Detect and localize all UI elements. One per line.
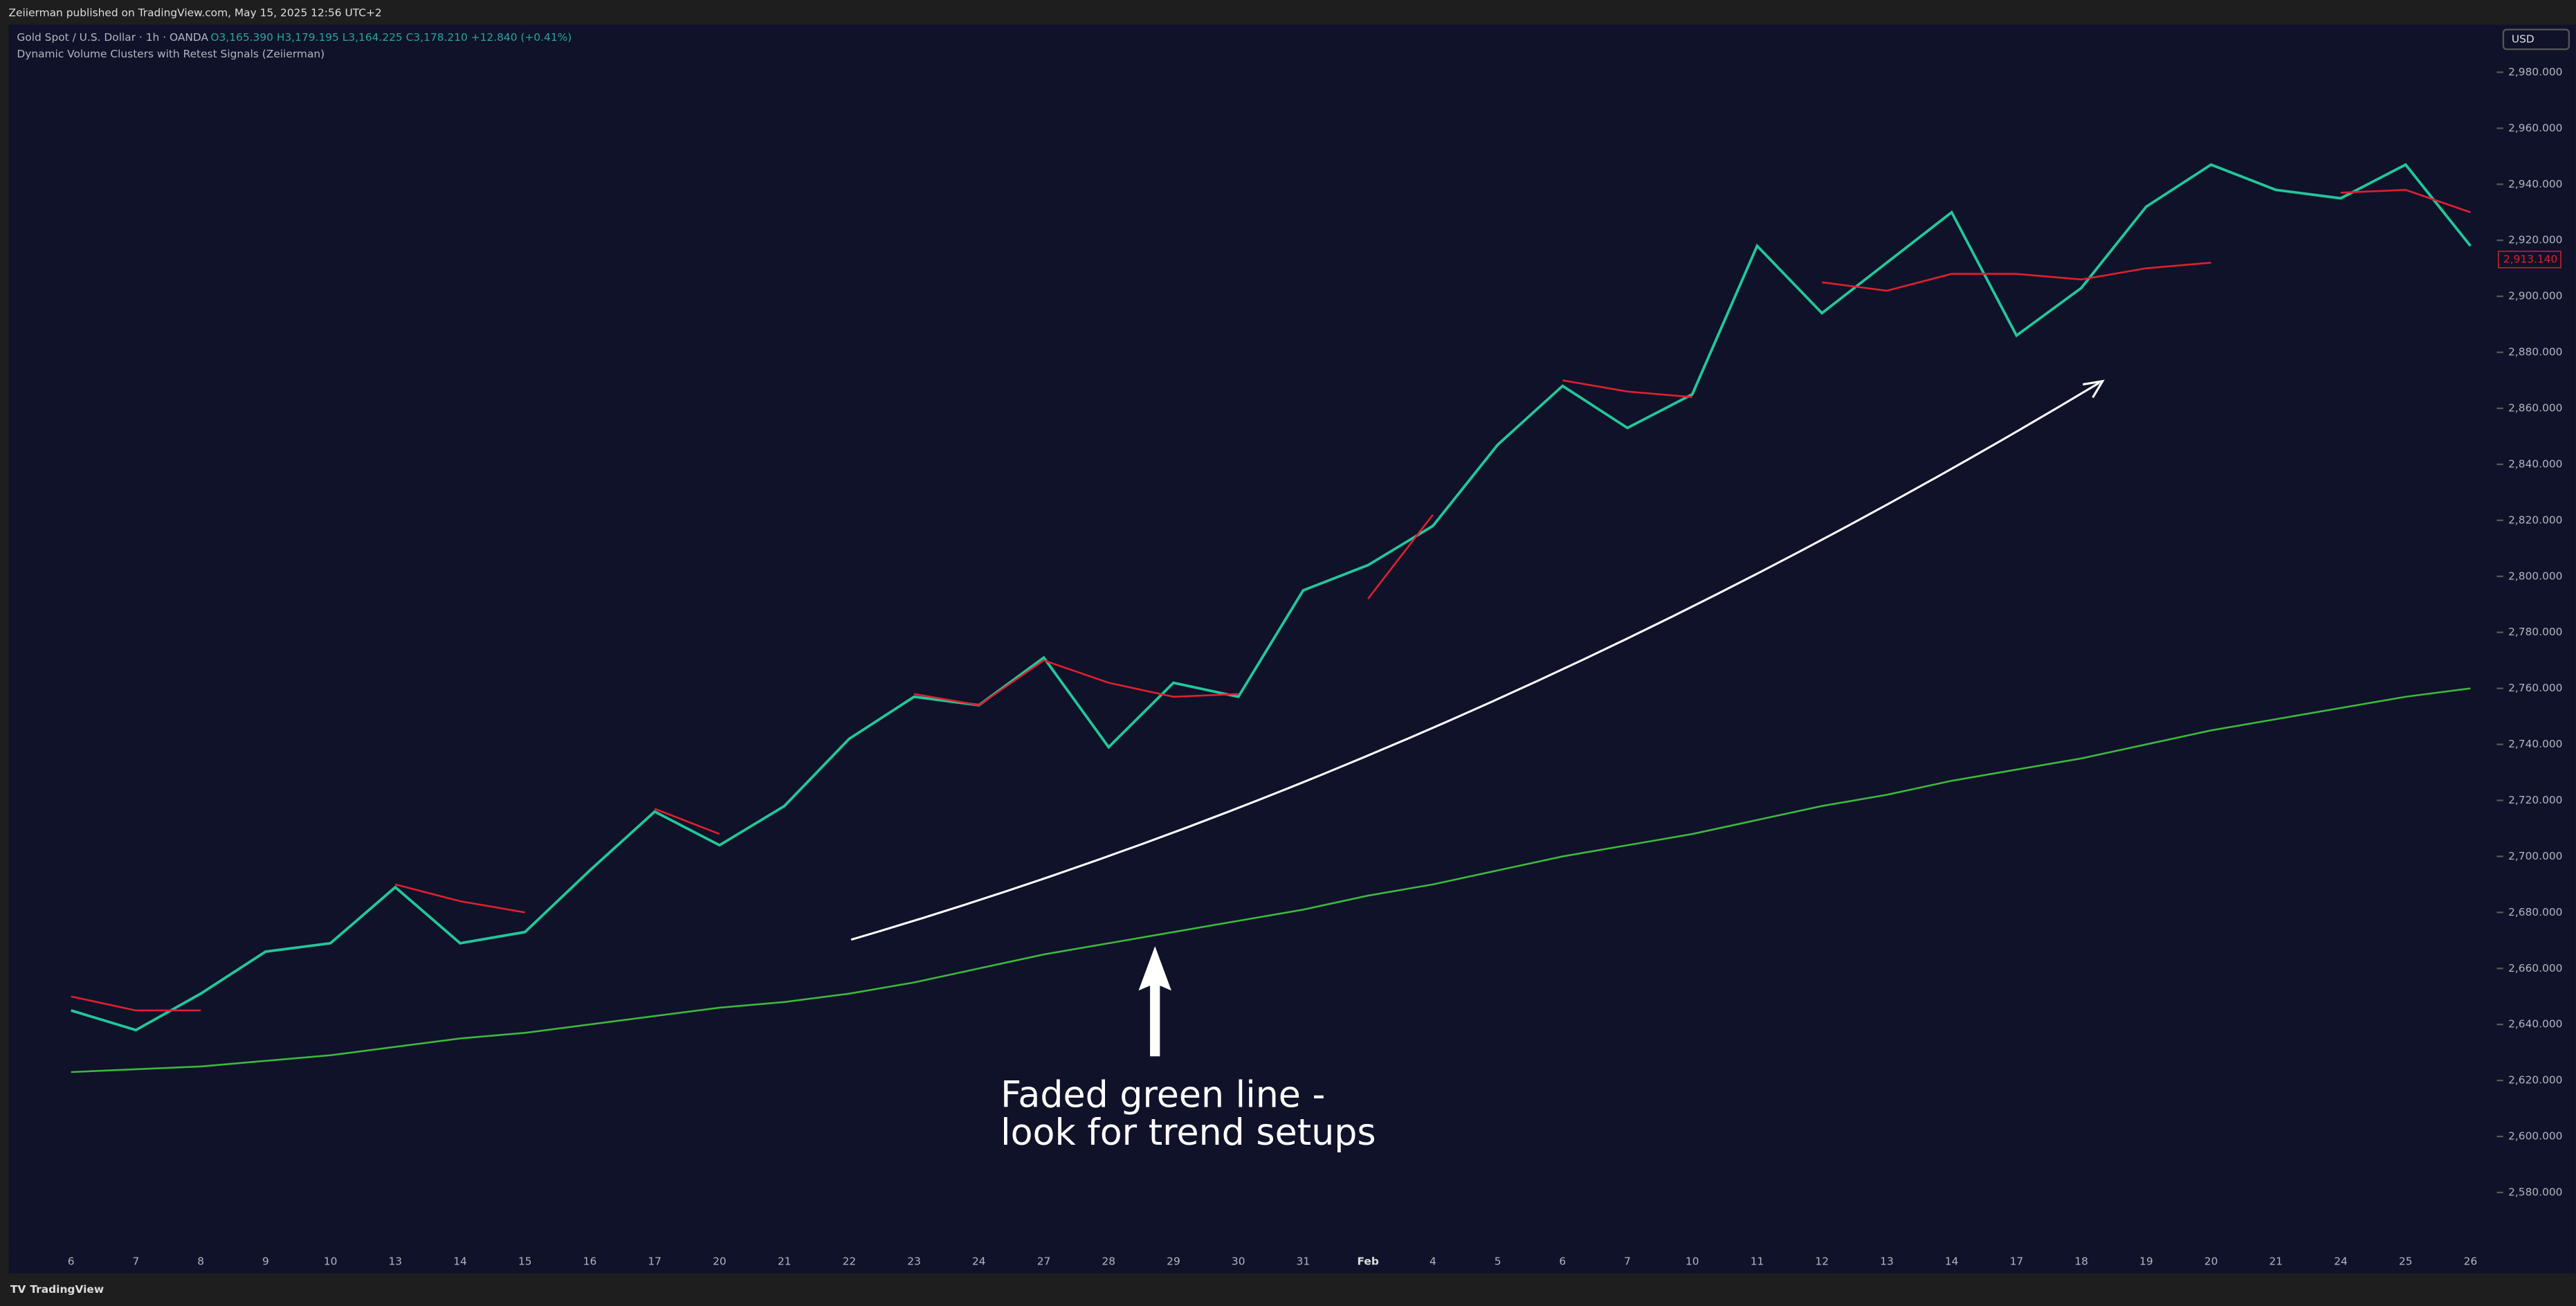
currency-box [2502,28,2570,51]
x-tick-label: 17 [2010,1255,2024,1267]
x-tick-label: 17 [648,1255,661,1267]
y-tick-label: 2,600.000 [2508,1130,2562,1143]
x-tick-label: 8 [197,1255,204,1267]
x-tick-label: 22 [843,1255,857,1267]
trend-arrow [850,381,2100,941]
x-tick-label: 24 [972,1255,986,1267]
x-tick-label: 7 [1624,1255,1631,1267]
y-tick-label: 2,900.000 [2508,290,2562,302]
annotation: look for trend setups [1001,1112,1376,1154]
x-tick-label: 16 [583,1255,597,1267]
price-axis [2496,24,2576,1249]
x-tick-label: 23 [907,1255,921,1267]
x-tick-label: 14 [453,1255,467,1267]
chart: 2,580.000 2,600.000 2,620.000 2,640.000 2,66… [68,66,2563,1268]
brand: TradingView [30,1283,104,1296]
x-tick-label: 28 [1102,1255,1115,1267]
x-tick-label: 20 [2204,1255,2218,1267]
y-tick-label: 2,700.000 [2508,850,2562,862]
annotation: Faded green line - [1001,1075,1325,1116]
y-tick-label: 2,920.000 [2508,234,2562,246]
y-tick-label: 2,820.000 [2508,514,2562,526]
x-tick-label: 9 [262,1255,269,1267]
x-tick-label: 26 [2464,1255,2478,1267]
plot-area [8,24,2497,1249]
x-tick-label: Feb [1357,1255,1378,1267]
up-arrow [1138,946,1171,1057]
x-tick-label: 7 [132,1255,139,1267]
x-tick-label: 18 [2074,1255,2088,1267]
x-tick-label: 15 [518,1255,532,1267]
x-tick-label: 21 [2269,1255,2283,1267]
y-tick-label: 2,800.000 [2508,570,2562,582]
y-tick-label: 2,780.000 [2508,626,2562,638]
x-tick-label: 29 [1167,1255,1180,1267]
x-tick-label: 19 [2139,1255,2153,1267]
y-tick-label: 2,640.000 [2508,1018,2562,1031]
y-tick-label: 2,720.000 [2508,794,2562,806]
x-tick-label: 10 [324,1255,338,1267]
x-tick-label: 13 [388,1255,402,1267]
y-tick-label: 2,660.000 [2508,962,2562,974]
x-tick-label: 13 [1880,1255,1894,1267]
x-tick-label: 30 [1232,1255,1245,1267]
x-tick-label: 20 [713,1255,727,1267]
currency: USD [2512,33,2534,45]
publisher: Zeiierman published on TradingView.com, … [8,6,381,19]
x-tick-label: 27 [1037,1255,1051,1267]
series-line [71,189,2471,1012]
trend-arrow-head [2083,379,2105,399]
x-tick-label: 4 [1429,1255,1436,1267]
y-tick-label: 2,980.000 [2508,66,2562,78]
y-tick-label: 2,940.000 [2508,178,2562,190]
y-tick-label: 2,740.000 [2508,738,2562,750]
series-line [71,163,2472,1032]
logo: TV [10,1283,26,1296]
y-tick-label: 2,840.000 [2508,457,2562,470]
x-tick-label: 5 [1495,1255,1501,1267]
indicator: Dynamic Volume Clusters with Retest Sign… [17,48,325,60]
y-tick-label: 2,880.000 [2508,346,2562,359]
x-tick-label: 14 [1945,1255,1959,1267]
x-tick-label: 24 [2334,1255,2348,1267]
ohlc: O3,165.390 H3,179.195 L3,164.225 C3,178.… [210,31,572,44]
x-tick-label: 6 [68,1255,75,1267]
price-tag-label: 2,913.140 [2503,253,2557,265]
y-tick-label: 2,620.000 [2508,1074,2562,1087]
y-tick-label: 2,760.000 [2508,682,2562,694]
x-tick-label: 6 [1559,1255,1566,1267]
y-tick-label: 2,580.000 [2508,1186,2562,1198]
y-tick-label: 2,860.000 [2508,401,2562,414]
x-tick-label: 25 [2399,1255,2413,1267]
y-tick-label: 2,680.000 [2508,906,2562,918]
x-tick-label: 12 [1815,1255,1829,1267]
price-tag [2498,251,2561,269]
symbol: Gold Spot / U.S. Dollar · 1h · OANDA [17,31,208,44]
x-tick-label: 10 [1686,1255,1699,1267]
x-tick-label: 21 [778,1255,792,1267]
x-tick-label: 31 [1297,1255,1310,1267]
x-tick-label: 11 [1751,1255,1764,1267]
y-tick-label: 2,960.000 [2508,122,2562,134]
time-axis [8,1248,2576,1273]
series-line [71,687,2471,1073]
